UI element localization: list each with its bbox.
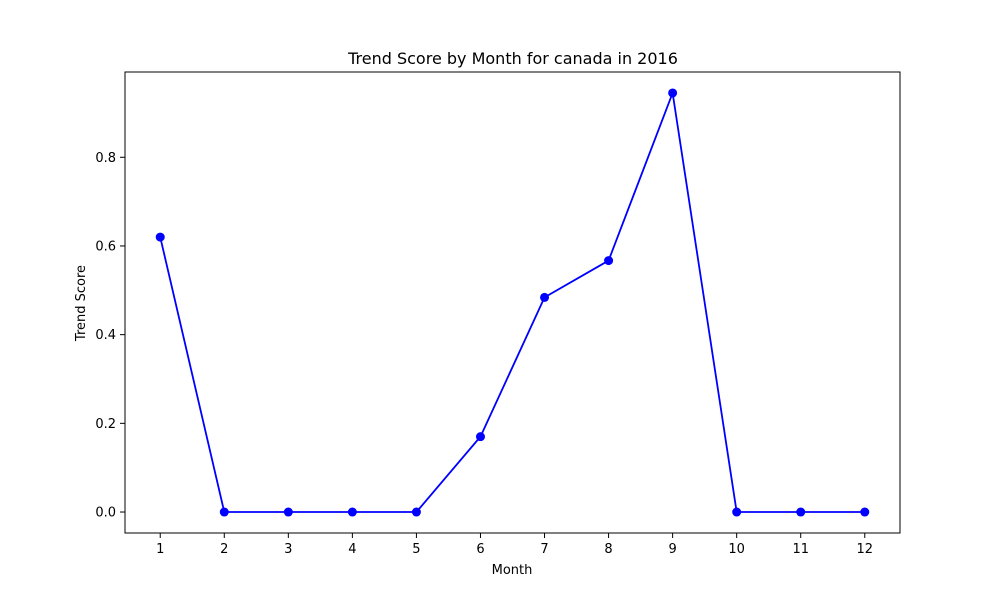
data-point bbox=[668, 88, 678, 98]
chart-title: Trend Score by Month for canada in 2016 bbox=[347, 49, 678, 68]
data-point bbox=[155, 232, 165, 242]
data-point bbox=[860, 507, 870, 517]
series-layer bbox=[155, 88, 870, 517]
series-line bbox=[159, 89, 865, 513]
data-point bbox=[283, 507, 293, 517]
x-tick-label: 4 bbox=[348, 542, 356, 557]
x-axis-title: Month bbox=[492, 563, 533, 578]
data-point bbox=[219, 507, 229, 517]
data-point bbox=[411, 507, 421, 517]
data-point bbox=[796, 507, 806, 517]
x-axis-ticks: 1 2 3 4 5 6 7 8 9 10 11 12 bbox=[156, 533, 873, 557]
x-tick-label: 10 bbox=[728, 542, 745, 557]
x-tick-label: 11 bbox=[792, 542, 809, 557]
x-tick-label: 8 bbox=[604, 542, 612, 557]
y-tick-label: 0.8 bbox=[95, 151, 116, 166]
y-axis-ticks: 0.0 0.2 0.4 0.6 0.8 bbox=[95, 151, 125, 521]
y-tick-label: 0.0 bbox=[95, 506, 116, 521]
y-tick-label: 0.2 bbox=[95, 417, 116, 432]
data-point bbox=[475, 432, 485, 442]
x-tick-label: 12 bbox=[856, 542, 873, 557]
x-tick-label: 3 bbox=[284, 542, 292, 557]
y-tick-label: 0.4 bbox=[95, 328, 116, 343]
x-tick-label: 6 bbox=[476, 542, 484, 557]
plot-area bbox=[124, 71, 901, 534]
x-tick-label: 5 bbox=[412, 542, 420, 557]
data-point bbox=[347, 507, 357, 517]
x-tick-label: 9 bbox=[668, 542, 676, 557]
x-tick-label: 7 bbox=[540, 542, 548, 557]
data-point bbox=[540, 292, 550, 302]
data-point bbox=[604, 256, 614, 266]
y-axis-title: Trend Score bbox=[74, 265, 89, 342]
y-tick-label: 0.6 bbox=[95, 239, 116, 254]
x-tick-label: 1 bbox=[156, 542, 164, 557]
data-point bbox=[732, 507, 742, 517]
x-tick-label: 2 bbox=[220, 542, 228, 557]
